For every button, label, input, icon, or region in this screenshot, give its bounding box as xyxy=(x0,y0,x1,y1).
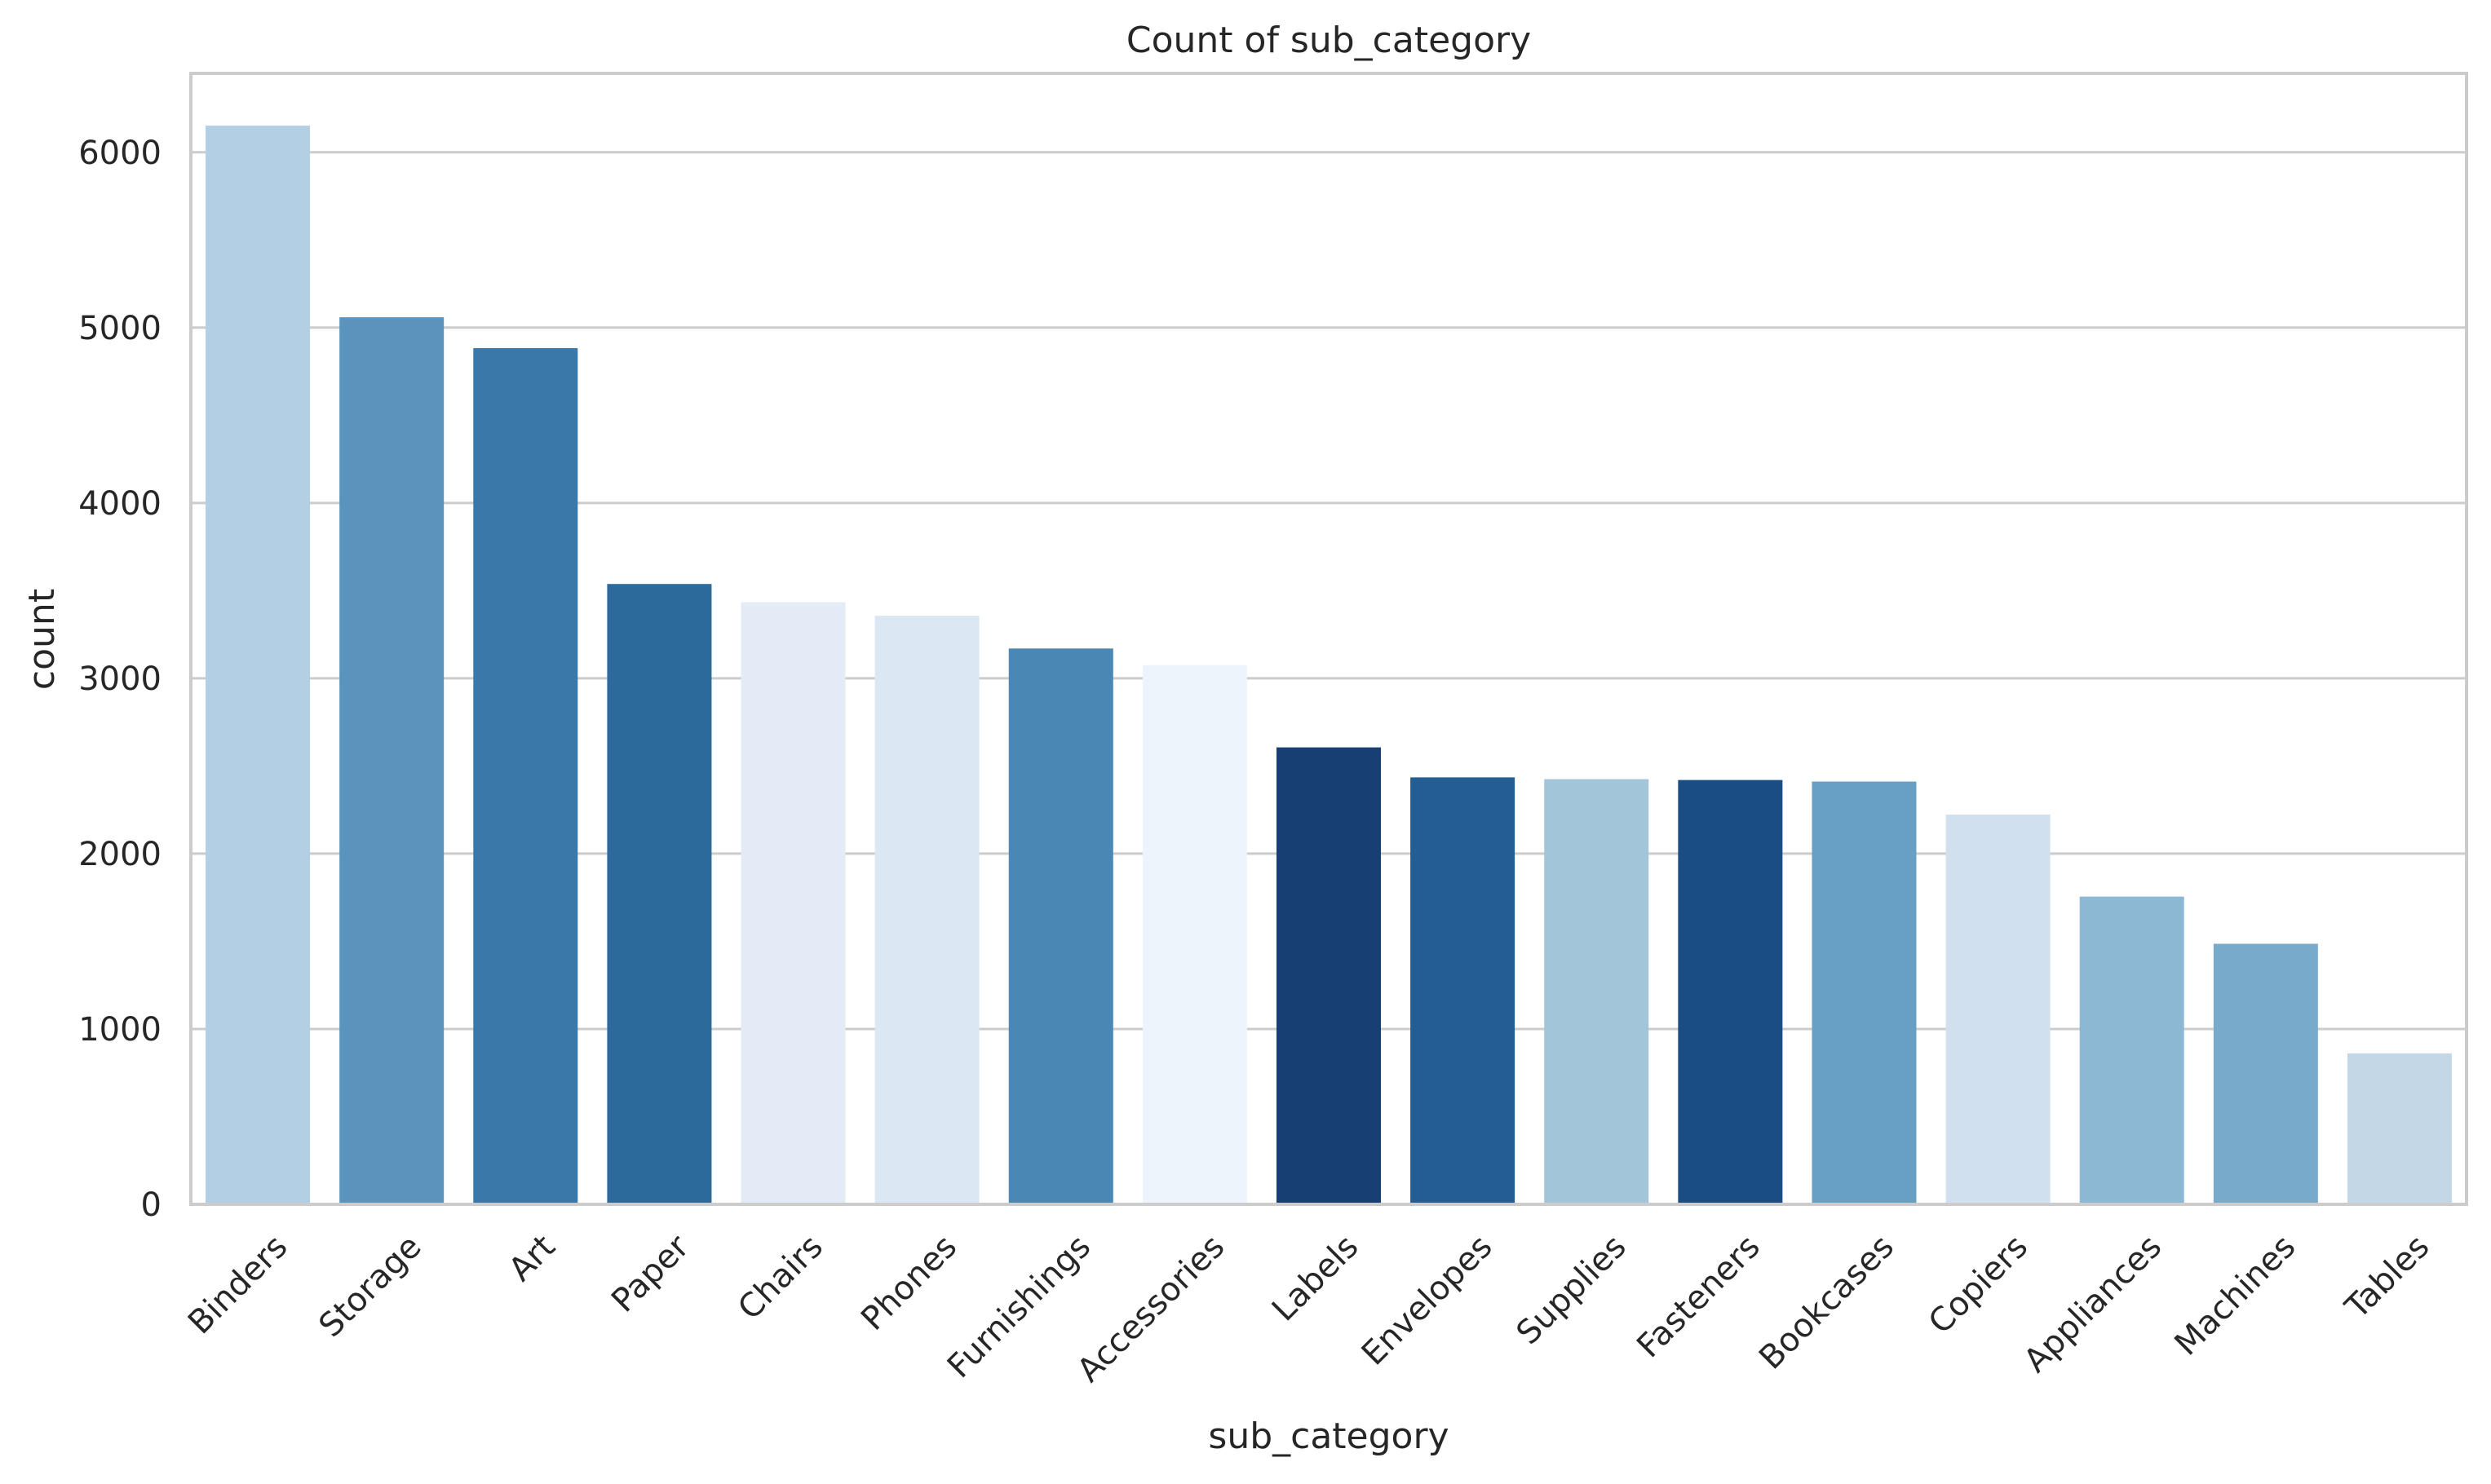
bar-storage xyxy=(339,317,445,1205)
y-tick-label: 3000 xyxy=(78,660,161,698)
bar-copiers xyxy=(1945,814,2051,1204)
bar-tables xyxy=(2347,1053,2452,1204)
bar-binders xyxy=(206,126,311,1204)
bar-paper xyxy=(607,584,712,1204)
bar-chairs xyxy=(741,602,846,1204)
y-tick-labels: 0 1000 2000 3000 4000 5000 6000 xyxy=(78,135,161,1224)
bar-accessories xyxy=(1142,665,1247,1204)
y-axis-title: count xyxy=(21,589,63,690)
y-tick-label: 2000 xyxy=(78,836,161,873)
bar-phones xyxy=(874,616,980,1204)
y-tick-label: 4000 xyxy=(78,485,161,523)
bar-fasteners xyxy=(1678,780,1783,1204)
plot-frame xyxy=(189,72,2468,1206)
y-tick-label: 6000 xyxy=(78,135,161,172)
y-tick-label: 0 xyxy=(141,1186,161,1224)
chart-title: Count of sub_category xyxy=(1126,20,1531,61)
bar-art xyxy=(473,347,578,1205)
y-tick-label: 5000 xyxy=(78,310,161,347)
bar-supplies xyxy=(1544,779,1649,1204)
x-axis-title: sub_category xyxy=(1208,1416,1449,1457)
bar-envelopes xyxy=(1410,777,1515,1204)
bar-appliances xyxy=(2079,896,2184,1204)
bar-labels xyxy=(1276,747,1382,1204)
y-tick-label: 1000 xyxy=(78,1011,161,1049)
bars xyxy=(206,126,2452,1205)
bar-machines xyxy=(2213,943,2318,1204)
bar-bookcases xyxy=(1812,781,1917,1204)
bar-furnishings xyxy=(1008,648,1113,1204)
